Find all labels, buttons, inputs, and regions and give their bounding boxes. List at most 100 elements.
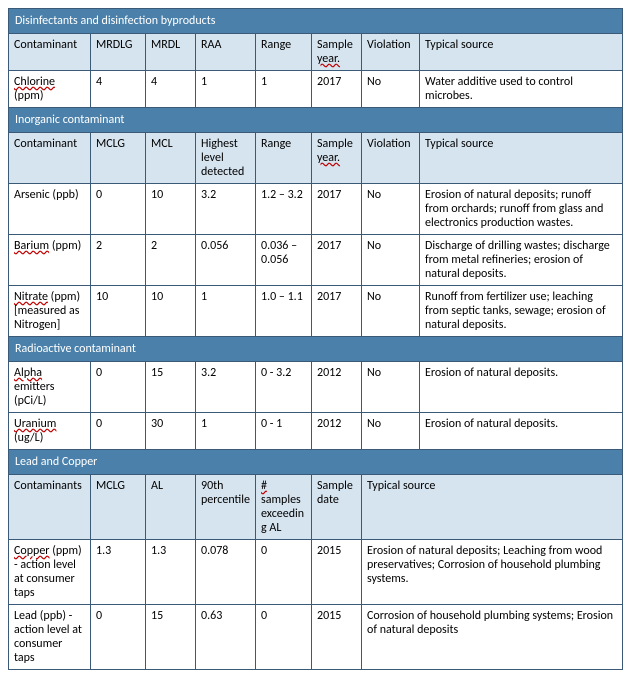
table-cell: 2017 (312, 71, 362, 108)
table-cell: Erosion of natural deposits; runoff from… (420, 184, 623, 235)
table-cell: Runoff from fertilizer use; leaching fro… (420, 286, 623, 337)
section-title: Disinfectants and disinfection byproduct… (9, 9, 623, 34)
section-title: Inorganic contaminant (9, 108, 623, 133)
column-header: Violation (362, 34, 420, 71)
section-header: Lead and Copper (9, 450, 623, 475)
table-cell: 1 (196, 286, 256, 337)
table-cell: Nitrate (ppm) [measured as Nitrogen] (9, 286, 91, 337)
table-cell: Alpha emitters (pCi/L) (9, 362, 91, 413)
table-cell: Copper (ppm) - action level at consumer … (9, 540, 91, 605)
column-header: Contaminant (9, 133, 91, 184)
table-row: Arsenic (ppb)0103.21.2 – 3.22017NoErosio… (9, 184, 623, 235)
column-header: Typical source (420, 34, 623, 71)
column-header: MCLG (91, 133, 146, 184)
table-cell: No (362, 71, 420, 108)
table-row: Copper (ppm) - action level at consumer … (9, 540, 623, 605)
column-header: MRDLG (91, 34, 146, 71)
table-cell: 3.2 (196, 184, 256, 235)
column-header: Highest level detected (196, 133, 256, 184)
column-header: Contaminant (9, 34, 91, 71)
section-title: Radioactive contaminant (9, 337, 623, 362)
table-cell: 1 (196, 71, 256, 108)
column-header: Sample year. (312, 34, 362, 71)
column-header-row: ContaminantMRDLGMRDLRAARangeSample year.… (9, 34, 623, 71)
table-cell: No (362, 286, 420, 337)
table-cell: 1.2 – 3.2 (256, 184, 312, 235)
table-cell: 4 (146, 71, 196, 108)
table-cell: 0 (91, 605, 146, 670)
section-header: Inorganic contaminant (9, 108, 623, 133)
table-cell: 15 (146, 605, 196, 670)
column-header: MRDL (146, 34, 196, 71)
table-cell: 10 (146, 184, 196, 235)
table-cell: 2 (91, 235, 146, 286)
table-cell: 30 (146, 413, 196, 450)
table-cell: Water additive used to control microbes. (420, 71, 623, 108)
table-cell: 2017 (312, 235, 362, 286)
column-header: # samples exceeding AL (256, 475, 312, 540)
column-header: Violation (362, 133, 420, 184)
table-cell: 15 (146, 362, 196, 413)
column-header: Sample year. (312, 133, 362, 184)
column-header: Sample date (312, 475, 362, 540)
table-cell: 0 (91, 413, 146, 450)
table-cell: Erosion of natural deposits; Leaching fr… (362, 540, 623, 605)
table-cell: 4 (91, 71, 146, 108)
table-cell: 2015 (312, 540, 362, 605)
section-header: Radioactive contaminant (9, 337, 623, 362)
table-cell: No (362, 413, 420, 450)
table-cell: 2 (146, 235, 196, 286)
table-cell: Discharge of drilling wastes; discharge … (420, 235, 623, 286)
table-row: Chlorine (ppm)44112017NoWater additive u… (9, 71, 623, 108)
column-header: MCL (146, 133, 196, 184)
table-cell: No (362, 235, 420, 286)
table-cell: 2012 (312, 362, 362, 413)
table-row: Nitrate (ppm) [measured as Nitrogen]1010… (9, 286, 623, 337)
table-cell: 10 (146, 286, 196, 337)
table-cell: Barium (ppm) (9, 235, 91, 286)
table-cell: Arsenic (ppb) (9, 184, 91, 235)
table-row: Barium (ppm)220.0560.036 – 0.0562017NoDi… (9, 235, 623, 286)
column-header: AL (146, 475, 196, 540)
table-cell: 0.078 (196, 540, 256, 605)
table-cell: 1.0 – 1.1 (256, 286, 312, 337)
section-title: Lead and Copper (9, 450, 623, 475)
table-cell: 0 - 1 (256, 413, 312, 450)
table-cell: 3.2 (196, 362, 256, 413)
table-row: Uranium (ug/L)03010 - 12012NoErosion of … (9, 413, 623, 450)
table-cell: Lead (ppb) - action level at consumer ta… (9, 605, 91, 670)
table-cell: 2015 (312, 605, 362, 670)
column-header: Typical source (362, 475, 623, 540)
water-quality-table: Disinfectants and disinfection byproduct… (8, 8, 623, 670)
table-cell: No (362, 362, 420, 413)
table-cell: 1.3 (91, 540, 146, 605)
table-cell: 2017 (312, 286, 362, 337)
table-cell: No (362, 184, 420, 235)
section-header: Disinfectants and disinfection byproduct… (9, 9, 623, 34)
table-cell: 2012 (312, 413, 362, 450)
table-cell: 0 (91, 362, 146, 413)
table-cell: 0.056 (196, 235, 256, 286)
table-cell: 1.3 (146, 540, 196, 605)
table-cell: 1 (196, 413, 256, 450)
column-header: Contaminants (9, 475, 91, 540)
table-cell: Erosion of natural deposits. (420, 362, 623, 413)
column-header: RAA (196, 34, 256, 71)
table-cell: Corrosion of household plumbing systems;… (362, 605, 623, 670)
table-cell: Uranium (ug/L) (9, 413, 91, 450)
table-row: Alpha emitters (pCi/L)0153.20 - 3.22012N… (9, 362, 623, 413)
column-header: 90th percentile (196, 475, 256, 540)
table-cell: 0 (256, 540, 312, 605)
table-cell: 0 (256, 605, 312, 670)
table-cell: 0.63 (196, 605, 256, 670)
table-cell: 2017 (312, 184, 362, 235)
table-cell: 0 - 3.2 (256, 362, 312, 413)
table-cell: Chlorine (ppm) (9, 71, 91, 108)
column-header: Typical source (420, 133, 623, 184)
column-header: Range (256, 34, 312, 71)
column-header: Range (256, 133, 312, 184)
table-cell: 0 (91, 184, 146, 235)
table-cell: Erosion of natural deposits. (420, 413, 623, 450)
table-row: Lead (ppb) - action level at consumer ta… (9, 605, 623, 670)
column-header-row: ContaminantMCLGMCLHighest level detected… (9, 133, 623, 184)
